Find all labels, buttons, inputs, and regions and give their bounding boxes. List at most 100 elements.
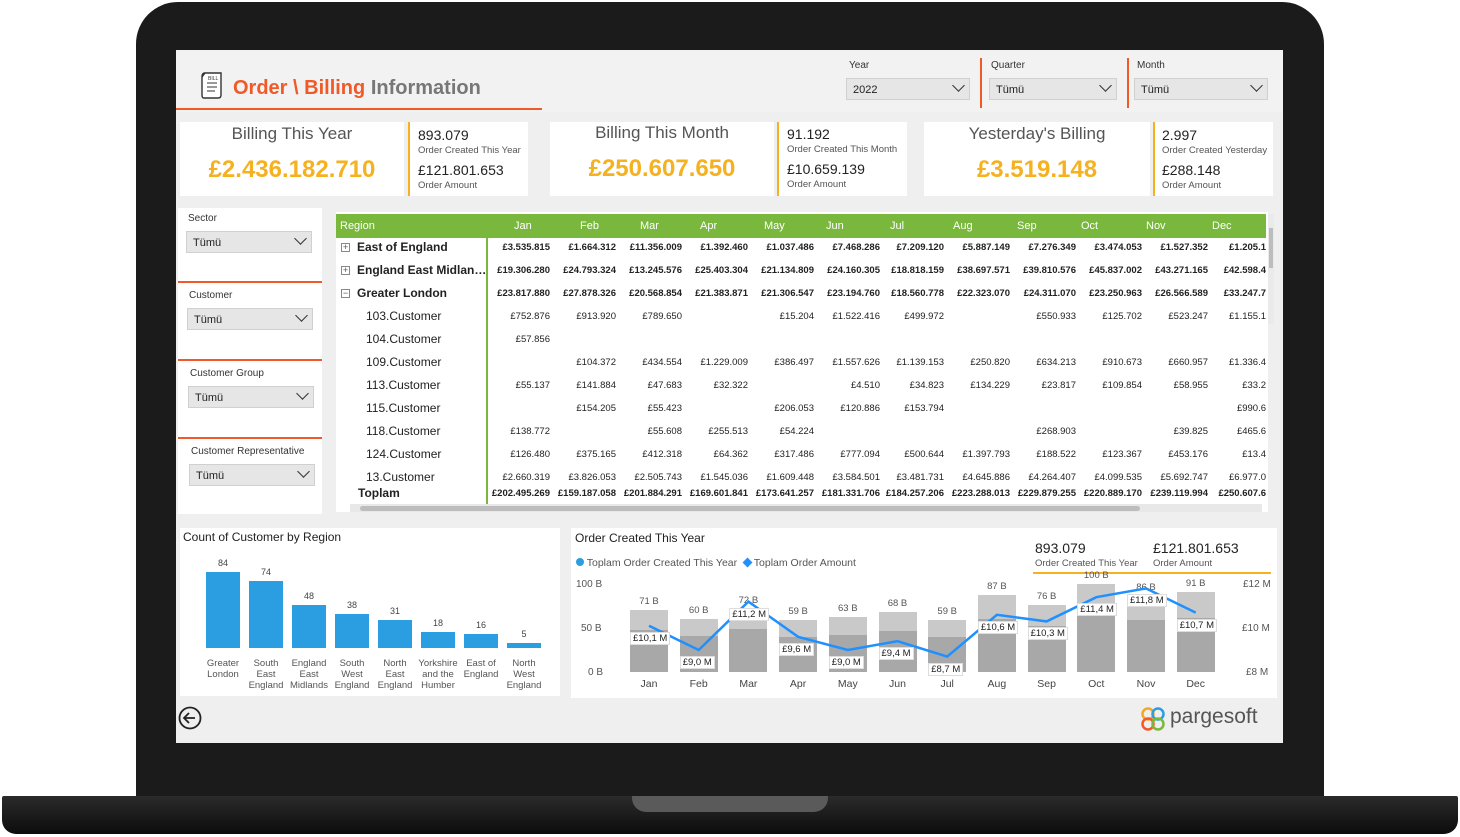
matrix-cell: £32.322 [713, 380, 748, 391]
region-bar[interactable] [206, 572, 240, 648]
matrix-region-label: England East Midlan… [357, 263, 487, 277]
matrix-col-header[interactable]: Sep [1017, 220, 1037, 232]
combo-kpi-amount: £121.801.653 [1153, 540, 1239, 556]
bar-value-label: 18 [432, 618, 443, 628]
matrix-cell: £4.645.886 [962, 472, 1010, 483]
kpi-year-count: 893.079 [418, 127, 469, 143]
matrix-cell: £1.037.486 [766, 242, 814, 253]
kpi-side-month [777, 122, 907, 196]
matrix-customer-label: 118.Customer [366, 424, 441, 438]
matrix-cell: £550.933 [1036, 311, 1076, 322]
bill-icon: BILL [200, 70, 226, 100]
region-bar[interactable] [292, 605, 326, 648]
region-bar[interactable] [464, 634, 498, 648]
customer-rep-value: Tümü [196, 470, 225, 482]
matrix-col-header[interactable]: Nov [1146, 220, 1166, 232]
month-axis-label: Apr [789, 678, 807, 690]
region-bar[interactable] [421, 632, 455, 648]
matrix-col-header[interactable]: Region [340, 220, 375, 232]
back-arrow-icon[interactable] [178, 706, 202, 730]
month-axis-label: Aug [987, 678, 1007, 690]
matrix-total-cell: £220.889.170 [1083, 488, 1142, 499]
customer-group-dropdown[interactable]: Tümü [188, 386, 314, 408]
matrix-cell: £134.229 [970, 380, 1010, 391]
month-value: Tümü [1141, 84, 1170, 96]
bar-category-label: East of England [463, 658, 499, 680]
customer-value: Tümü [194, 314, 223, 326]
matrix-cell: £34.823 [909, 380, 944, 391]
order-count-label: 63 B [838, 602, 858, 614]
matrix-cell: £11.356.009 [629, 242, 682, 253]
title-rest: Information [370, 77, 481, 99]
matrix-cell: £7.468.286 [832, 242, 880, 253]
matrix-cell: £317.486 [774, 449, 814, 460]
horizontal-scrollbar[interactable] [350, 504, 1262, 512]
kpi-card-month [550, 122, 774, 196]
chevron-down-icon [297, 465, 310, 478]
matrix-col-header[interactable]: Apr [700, 220, 718, 232]
matrix-cell: £3.474.053 [1094, 242, 1142, 253]
month-axis-label: May [837, 678, 858, 690]
bar-category-label: North East England [377, 658, 413, 691]
month-label: Month [1137, 60, 1165, 71]
year-dropdown[interactable]: 2022 [846, 78, 970, 100]
customer-group-label: Customer Group [190, 368, 264, 379]
matrix-col-header[interactable]: Dec [1212, 220, 1232, 232]
quarter-value: Tümü [996, 84, 1025, 96]
matrix-region-label: Greater London [357, 286, 448, 300]
expand-icon[interactable]: + [341, 242, 350, 252]
matrix-cell: £188.522 [1036, 449, 1076, 460]
kpi-card-yesterday [924, 122, 1150, 196]
region-bar[interactable] [507, 643, 541, 648]
matrix-col-header[interactable]: Jul [890, 220, 905, 232]
matrix-cell: £24.793.324 [563, 265, 616, 276]
matrix-cell: £21.134.809 [761, 265, 814, 276]
matrix-cell: £434.554 [642, 357, 682, 368]
bar-category-label: South East England [248, 658, 284, 691]
vertical-scrollbar[interactable] [1268, 214, 1274, 324]
customer-dropdown[interactable]: Tümü [187, 308, 313, 330]
order-amount-label: £9,6 M [779, 642, 815, 656]
matrix-cell: £23.817.880 [497, 288, 550, 299]
matrix-total-cell: £159.187.058 [557, 488, 616, 499]
collapse-icon[interactable]: − [341, 288, 350, 298]
matrix-col-header[interactable]: Feb [580, 220, 599, 232]
region-bar[interactable] [378, 620, 412, 648]
matrix-col-header[interactable]: Oct [1081, 220, 1099, 232]
quarter-dropdown[interactable]: Tümü [989, 78, 1117, 100]
expand-icon[interactable]: + [341, 265, 350, 275]
region-bar[interactable] [249, 581, 283, 648]
matrix-col-header[interactable]: Mar [640, 220, 659, 232]
matrix-col-header[interactable]: Jun [826, 220, 844, 232]
kpi-card-year [180, 122, 404, 196]
matrix-cell: £913.920 [576, 311, 616, 322]
customer-rep-dropdown[interactable]: Tümü [189, 464, 315, 486]
matrix-total-cell: £223.288.013 [951, 488, 1010, 499]
sector-dropdown[interactable]: Tümü [186, 231, 312, 253]
year-label: Year [849, 60, 870, 71]
order-amount-label: £10,6 M [977, 620, 1019, 634]
matrix-col-header[interactable]: Aug [953, 220, 973, 232]
filter-divider [1127, 58, 1129, 108]
matrix-cell: £3.535.815 [502, 242, 550, 253]
month-dropdown[interactable]: Tümü [1134, 78, 1268, 100]
matrix-col-header[interactable]: Jan [514, 220, 532, 232]
left-axis-top: 100 B [576, 579, 603, 590]
matrix-cell: £268.903 [1036, 426, 1076, 437]
order-count-label: 60 B [688, 605, 709, 617]
kpi-month-count: 91.192 [787, 126, 830, 142]
matrix-cell: £120.886 [840, 403, 880, 414]
kpi-month-amount-caption: Order Amount [787, 179, 847, 190]
matrix-cell: £22.323.070 [957, 288, 1010, 299]
region-bar[interactable] [335, 614, 369, 648]
bar-chart-title: Count of Customer by Region [183, 530, 342, 544]
matrix-cell: £27.878.326 [563, 288, 616, 299]
matrix-col-header[interactable]: May [764, 220, 785, 232]
matrix-cell: £21.306.547 [761, 288, 814, 299]
customer-label: Customer [189, 290, 233, 301]
kpi-yesterday-amount-caption: Order Amount [1162, 180, 1222, 191]
kpi-yesterday-title: Yesterday's Billing [968, 124, 1106, 143]
matrix-cell: £24.311.070 [1023, 288, 1076, 299]
order-amount-label: £9,0 M [679, 656, 715, 669]
matrix-customer-label: 13.Customer [366, 470, 435, 484]
